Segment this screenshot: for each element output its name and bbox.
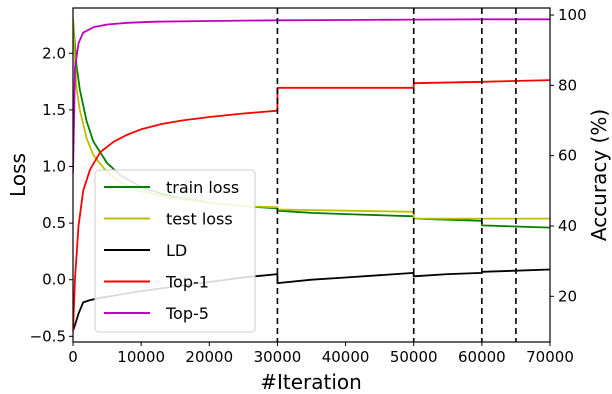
- legend-label: Top-5: [165, 304, 209, 323]
- tick-layer: 0 10000 20000 30000 40000 50000 60000 70000 −0.5…: [30, 6, 587, 366]
- left-axis-title: Loss: [6, 153, 30, 197]
- left-y-tick-label: 1.5: [42, 101, 66, 119]
- vline-layer: [276, 8, 517, 342]
- legend-label: test loss: [166, 210, 233, 229]
- series-line-top-5: [73, 18, 550, 174]
- x-tick-label: 20000: [185, 348, 233, 366]
- x-tick-label: 0: [68, 348, 78, 366]
- legend: train loss test loss LD Top-1 Top-5: [94, 169, 256, 333]
- series-line-top-1: [73, 79, 550, 332]
- legend-label: train loss: [166, 178, 239, 197]
- left-y-tick-label: 1.0: [42, 158, 66, 176]
- right-y-tick-label: 20: [558, 287, 577, 305]
- x-tick-label: 50000: [390, 348, 438, 366]
- right-y-tick-label: 40: [558, 217, 577, 235]
- right-y-tick-label: 80: [558, 76, 577, 94]
- legend-label: LD: [166, 241, 187, 260]
- x-tick-label: 60000: [458, 348, 506, 366]
- plot-frame: [72, 7, 551, 343]
- series-layer: [73, 18, 550, 332]
- left-y-tick-label: 0.5: [42, 214, 66, 232]
- legend-label: Top-1: [165, 273, 209, 292]
- right-axis-title: Accuracy (%): [587, 109, 611, 241]
- x-tick-label: 40000: [322, 348, 370, 366]
- legend-box: [94, 169, 256, 333]
- left-y-tick-label: −0.5: [30, 327, 66, 345]
- left-y-tick-label: 2.0: [42, 44, 66, 62]
- x-axis-title: #Iteration: [260, 370, 362, 394]
- series-line-ld: [73, 268, 550, 331]
- left-y-tick-label: 0.0: [42, 271, 66, 289]
- right-y-tick-label: 100: [558, 6, 587, 24]
- x-tick-label: 10000: [117, 348, 165, 366]
- x-tick-label: 70000: [526, 348, 574, 366]
- right-y-tick-label: 60: [558, 147, 577, 165]
- x-tick-label: 30000: [254, 348, 302, 366]
